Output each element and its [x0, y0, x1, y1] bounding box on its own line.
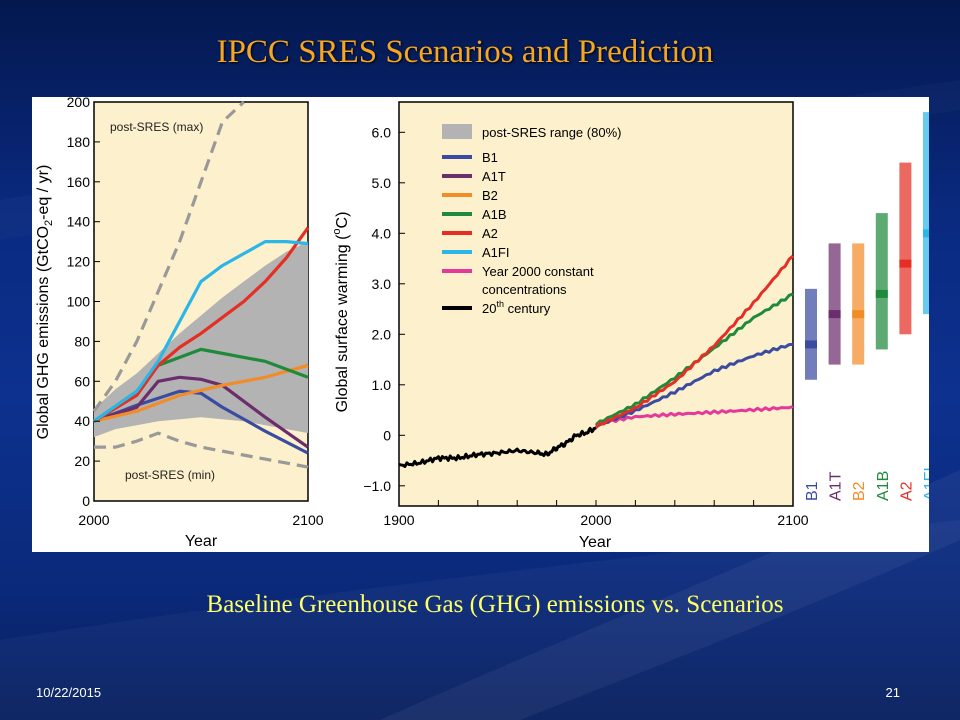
y-tick-label: 1.0	[372, 377, 392, 393]
range-bar-b2	[852, 243, 865, 365]
y-tick-label: 4.0	[372, 225, 392, 241]
y-tick-label: 180	[67, 134, 91, 150]
y-tick-label: 60	[74, 373, 90, 389]
emissions-chart: post-SRES (max) post-SRES (min) Global G…	[35, 97, 324, 550]
range-best-a2	[899, 259, 912, 268]
x-tick-label: 2000	[580, 512, 611, 528]
legend-label-20: 20th century	[482, 299, 551, 316]
y-tick-label: 200	[67, 97, 91, 110]
legend-label-a1b: A1B	[482, 207, 507, 222]
y-tick-label: 80	[74, 333, 90, 349]
warming-line-20th-century	[398, 426, 597, 468]
legend-swatch-range	[442, 124, 472, 139]
legend-label-b1: B1	[482, 150, 498, 165]
page-number: 21	[885, 685, 900, 700]
series-line-a2	[93, 226, 310, 423]
warming-y-title: Global surface warming (oC)	[331, 212, 351, 413]
y-tick-label: 160	[67, 174, 91, 190]
legend-label-post-sres-range-80: post-SRES range (80%)	[482, 125, 621, 140]
y-tick-label: 0	[82, 493, 90, 509]
warming-line-year-2000-constant-concentrations	[595, 405, 794, 426]
range-bar-label-a1b: A1B	[875, 471, 892, 501]
range-best-b2	[852, 310, 865, 319]
y-tick-label: 140	[67, 214, 91, 230]
y-tick-label: 3.0	[372, 276, 392, 292]
figure-canvas: post-SRES (max) post-SRES (min) Global G…	[35, 97, 929, 551]
range-best-b1	[805, 340, 817, 349]
warming-chart: Global surface warming (oC) Year −1.0 0 1.…	[331, 101, 929, 551]
slide-caption: Baseline Greenhouse Gas (GHG) emissions …	[206, 591, 784, 618]
legend-label-continued: concentrations	[482, 282, 567, 297]
x-tick-label: 1900	[383, 512, 414, 528]
annotation-max: post-SRES (max)	[110, 120, 203, 134]
range-best-a1b	[875, 289, 888, 298]
warming-line-b1	[595, 342, 794, 429]
range-bar-label-a2: A2	[898, 481, 915, 501]
range-best-a1t	[828, 310, 841, 319]
warming-x-title: Year	[579, 534, 612, 551]
y-tick-label: 20	[74, 453, 90, 469]
footer-date: 10/22/2015	[36, 685, 102, 700]
y-tick-label: 120	[67, 254, 91, 270]
legend-label-b2: B2	[482, 188, 498, 203]
range-bar-a1b	[875, 213, 888, 350]
range-bar-a1fi	[923, 112, 929, 315]
y-tick-label: 6.0	[372, 124, 392, 140]
range-bar-a2	[899, 162, 912, 335]
annotation-min: post-SRES (min)	[125, 468, 215, 482]
legend-label-a1fi: A1FI	[482, 245, 509, 260]
warming-plot-area	[398, 101, 794, 507]
legend-label-a1t: A1T	[482, 169, 506, 184]
y-tick-label: 40	[74, 413, 90, 429]
dashed-post-sres-max	[92, 100, 245, 413]
range-bar-b1	[805, 288, 817, 380]
legend-label-a2: A2	[482, 226, 498, 241]
y-tick-label: 0	[383, 427, 391, 443]
range-bar-label-b2: B2	[851, 481, 868, 501]
x-tick-label: 2100	[777, 512, 808, 528]
emissions-x-title: Year	[185, 533, 218, 550]
y-tick-label: 2.0	[372, 326, 392, 342]
range-bar-label-a1fi: A1FI	[922, 467, 929, 501]
y-tick-label: 100	[67, 294, 91, 310]
legend-label-year-2000-constant: Year 2000 constant	[482, 264, 594, 279]
range-best-a1fi	[923, 229, 929, 238]
ipcc-figure: post-SRES (max) post-SRES (min) Global G…	[32, 97, 929, 552]
series-line-a1t	[93, 375, 309, 449]
range-bar-label-b1: B1	[804, 481, 821, 501]
x-tick-label: 2100	[292, 512, 323, 528]
range-bar-label-a1t: A1T	[828, 471, 845, 501]
warming-line-a2	[594, 254, 794, 429]
range-bar-a1t	[828, 243, 841, 365]
slide-title: IPCC SRES Scenarios and Prediction	[216, 34, 714, 70]
x-tick-label: 2000	[78, 512, 109, 528]
series-line-b2	[93, 363, 309, 423]
y-tick-label: 5.0	[372, 175, 392, 191]
series-line-a1fi	[93, 240, 309, 423]
y-tick-label: −1.0	[363, 478, 391, 494]
emissions-y-title: Global GHG emissions (GtCO2-eq / yr)	[35, 165, 55, 440]
